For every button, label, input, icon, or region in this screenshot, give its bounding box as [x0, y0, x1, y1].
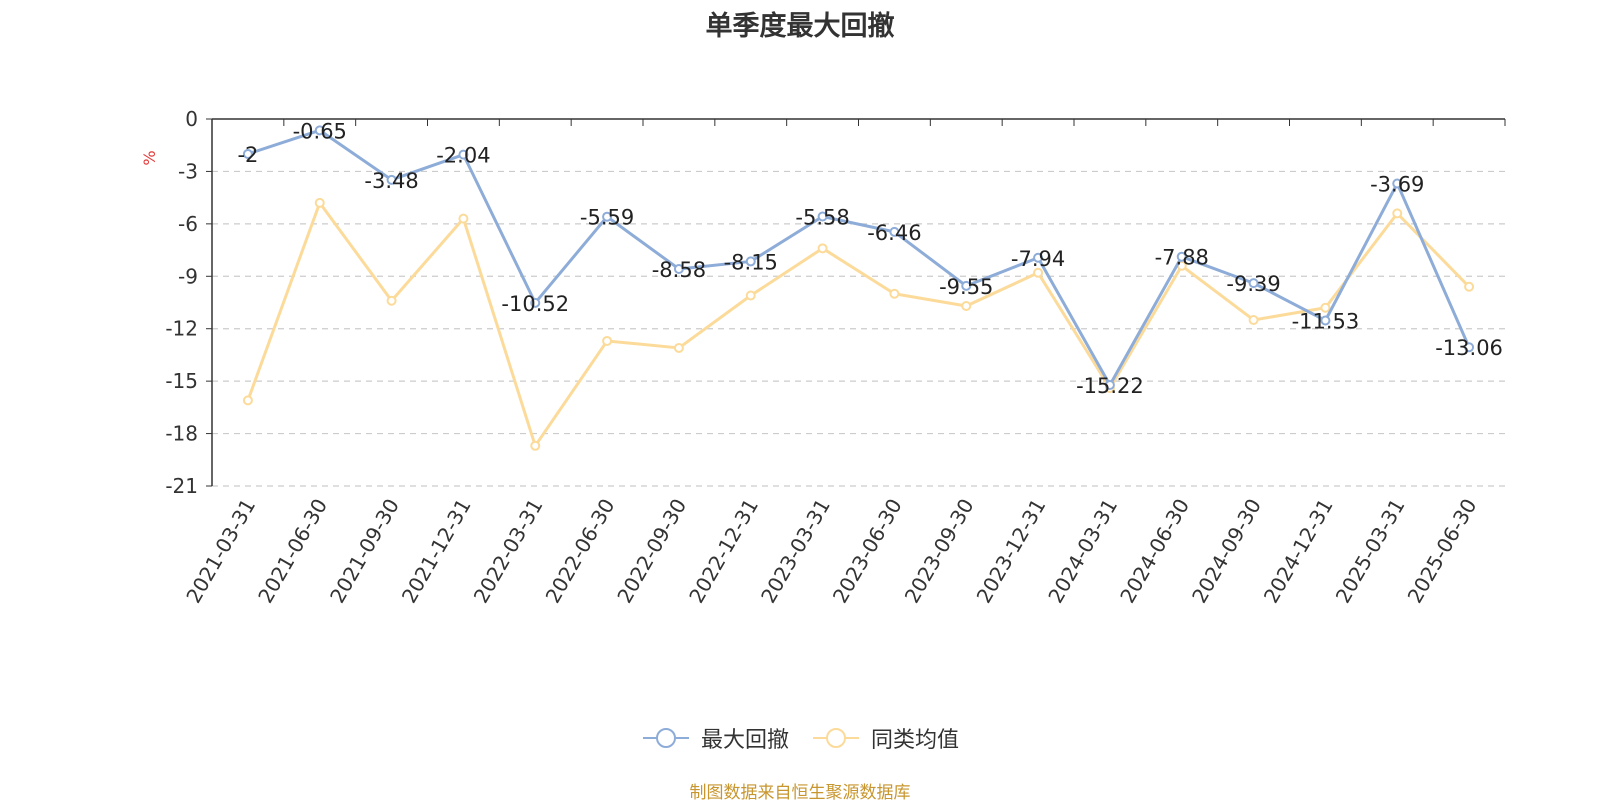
data-label: -8.58: [652, 258, 706, 282]
data-point-1: [889, 288, 900, 299]
x-tick-label: 2021-09-30: [325, 495, 404, 608]
data-label: -13.06: [1435, 336, 1503, 360]
data-label: -8.15: [724, 250, 778, 274]
x-tick-label: 2021-12-31: [397, 494, 476, 607]
data-point-0: [1392, 178, 1403, 189]
data-point-0: [889, 226, 900, 237]
data-point-0: [1033, 252, 1044, 263]
x-tick-label: 2023-03-31: [756, 495, 835, 608]
legend-item-max-drawdown[interactable]: 最大回撤: [641, 722, 789, 754]
series-line-0: [247, 128, 1471, 387]
data-point-0: [602, 211, 613, 222]
y-tick-label: -18: [165, 422, 198, 446]
data-point-0: [745, 256, 756, 267]
data-label: -9.39: [1226, 272, 1280, 296]
legend-marker-peer-average: [813, 728, 859, 748]
x-tick-label: 2022-12-31: [684, 495, 763, 608]
data-label: -7.88: [1155, 246, 1209, 270]
data-point-0: [458, 149, 469, 160]
data-point-1: [673, 342, 684, 353]
y-tick-label: 0: [185, 107, 198, 131]
legend-label-max-drawdown: 最大回撤: [700, 728, 789, 753]
x-tick-label: 2022-09-30: [612, 495, 691, 608]
data-label: -5.59: [580, 206, 634, 230]
data-point-1: [458, 213, 469, 224]
x-tick-label: 2024-03-31: [1043, 495, 1122, 608]
data-point-0: [1248, 278, 1259, 289]
y-axis-label: %: [140, 150, 159, 165]
data-point-1: [1392, 208, 1403, 219]
data-point-1: [817, 243, 828, 254]
data-point-0: [961, 280, 972, 291]
y-tick-label: -6: [178, 212, 198, 236]
data-point-1: [1248, 314, 1259, 325]
x-tick-label: 2022-03-31: [469, 495, 548, 608]
data-point-0: [817, 211, 828, 222]
data-label: -2: [237, 143, 258, 167]
x-tick-label: 2024-12-31: [1259, 495, 1338, 608]
legend-marker-max-drawdown: [642, 728, 689, 748]
data-point-0: [314, 125, 325, 136]
x-tick-label: 2025-06-30: [1403, 495, 1482, 608]
data-point-0: [1176, 251, 1187, 262]
x-tick-label: 2023-12-31: [972, 495, 1051, 608]
x-tick-label: 2024-09-30: [1187, 495, 1266, 608]
x-tick-label: 2021-06-30: [253, 495, 332, 608]
x-tick-label: 2024-06-30: [1115, 495, 1194, 608]
data-label: -3.48: [364, 169, 418, 193]
y-tick-label: -21: [165, 474, 198, 498]
data-source-note: 制图数据来自恒生聚源数据库: [689, 783, 911, 803]
data-label: -15.22: [1076, 374, 1144, 398]
y-tick-label: -3: [178, 159, 198, 183]
data-point-1: [1033, 267, 1044, 278]
data-point-1: [386, 295, 397, 306]
data-label: -3.69: [1370, 172, 1424, 196]
y-tick-label: -12: [165, 317, 198, 341]
legend: 最大回撤 同类均值: [0, 722, 1600, 754]
data-point-1: [1320, 302, 1331, 313]
data-point-1: [745, 290, 756, 301]
data-point-0: [1104, 379, 1115, 390]
data-label: -9.55: [939, 275, 993, 299]
series-lines: [242, 125, 1475, 451]
data-point-1: [314, 197, 325, 208]
data-point-1: [961, 300, 972, 311]
data-label: -6.46: [867, 221, 921, 245]
data-point-1: [1464, 281, 1475, 292]
x-tick-label: 2025-03-31: [1331, 495, 1410, 608]
data-point-0: [242, 148, 253, 159]
legend-item-peer-average[interactable]: 同类均值: [811, 722, 959, 754]
data-point-1: [530, 440, 541, 451]
data-point-0: [673, 263, 684, 274]
legend-label-peer-average: 同类均值: [871, 728, 960, 753]
data-label: -7.94: [1011, 247, 1065, 271]
chart-title: 单季度最大回撤: [705, 11, 895, 42]
data-label: -2.04: [436, 144, 490, 168]
data-point-0: [1320, 315, 1331, 326]
data-label: -5.58: [795, 206, 849, 230]
x-tick-label: 2023-06-30: [828, 495, 907, 608]
y-tick-label: -15: [165, 369, 198, 393]
y-tick-label: -9: [178, 264, 198, 288]
data-label: -0.65: [293, 119, 347, 143]
x-tick-label: 2023-09-30: [900, 495, 979, 608]
data-point-1: [602, 335, 613, 346]
data-point-0: [530, 297, 541, 308]
data-labels: -2 -0.65 -3.48 -2.04 -10.52 -5.59 -8.58 -8.15 -5…: [237, 119, 1502, 398]
x-tick-label: 2021-03-31: [181, 495, 260, 608]
data-point-0: [1464, 342, 1475, 353]
data-label: -11.53: [1292, 310, 1360, 334]
series-line-1: [246, 201, 1471, 448]
data-label: -10.52: [501, 292, 569, 316]
data-point-1: [242, 395, 253, 406]
data-point-0: [386, 174, 397, 185]
x-tick-label: 2022-06-30: [541, 495, 620, 608]
axes: 0 -3 -6 -9 -12 -15 -18 -21% 2021-03-312021-06-30…: [140, 107, 1506, 608]
